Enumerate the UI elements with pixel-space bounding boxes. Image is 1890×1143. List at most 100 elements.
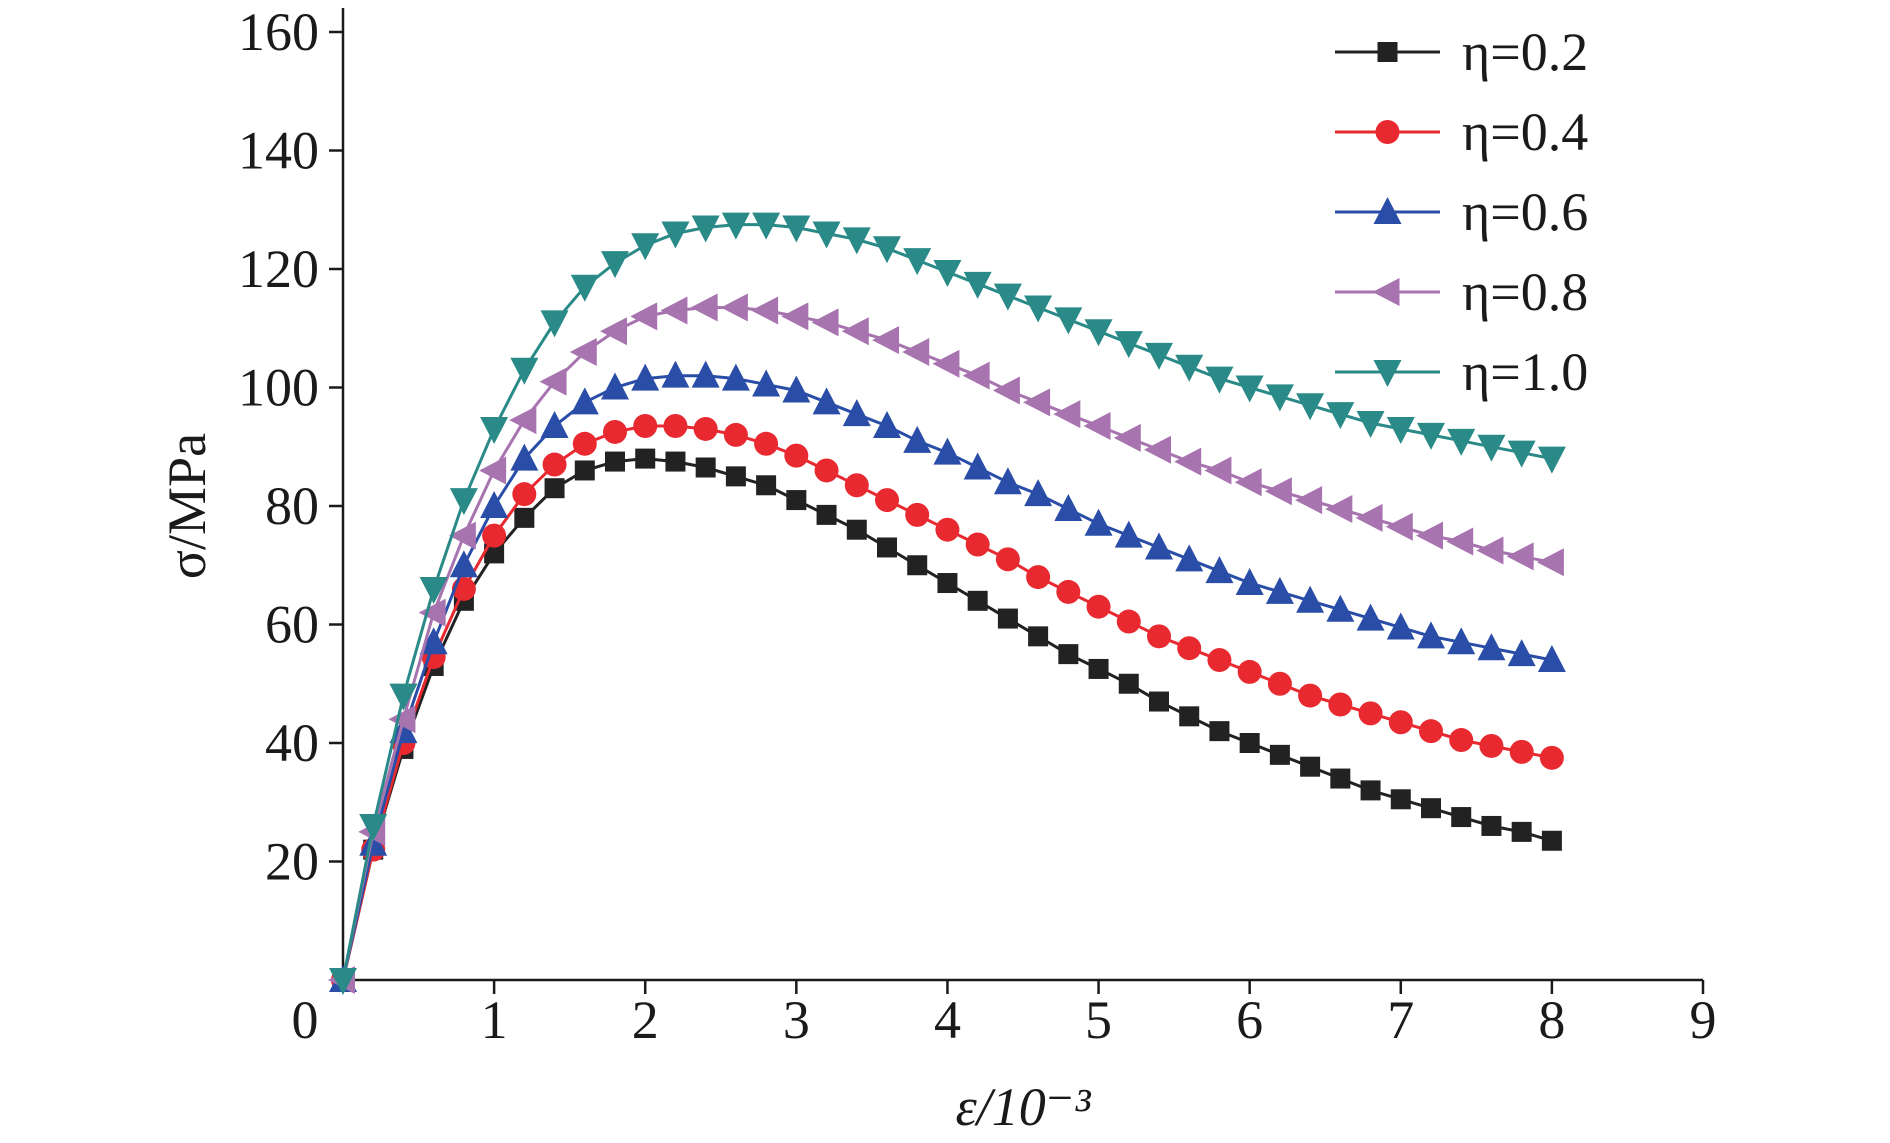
data-point	[601, 251, 629, 279]
data-point	[1269, 744, 1290, 765]
data-point	[449, 550, 478, 578]
data-point	[1328, 692, 1353, 717]
data-point	[1537, 645, 1566, 673]
data-point	[725, 466, 746, 487]
data-point	[873, 411, 901, 439]
legend-label: η=1.0	[1462, 342, 1588, 402]
data-point	[784, 443, 809, 468]
data-point	[965, 532, 990, 557]
data-point	[691, 215, 720, 243]
data-point	[449, 488, 478, 516]
data-point	[1541, 830, 1562, 851]
data-point	[1058, 644, 1079, 665]
data-point	[993, 467, 1022, 495]
y-tick-label: 140	[238, 121, 319, 181]
data-point	[1360, 780, 1381, 801]
data-point	[1205, 366, 1234, 394]
data-point	[1204, 456, 1232, 485]
series-2	[331, 414, 1564, 992]
data-point	[812, 387, 841, 415]
data-point	[1416, 521, 1443, 550]
series-line	[341, 306, 1553, 981]
legend-label: η=0.2	[1462, 22, 1588, 82]
data-point	[1118, 673, 1139, 694]
data-point	[1207, 648, 1232, 673]
axes: 0 1 2 3 4 5 6 7 8 9 20 40 60 80 100 120 140 160 ε/10⁻³ σ/MP…	[157, 2, 1717, 1137]
y-tick-label: 60	[265, 595, 319, 655]
series-4	[328, 293, 1564, 994]
data-point	[570, 274, 599, 302]
data-point	[663, 414, 688, 439]
data-point	[1449, 728, 1474, 753]
data-point	[1479, 733, 1504, 758]
data-point	[1023, 388, 1051, 417]
data-point	[389, 716, 418, 744]
data-point	[693, 416, 718, 441]
data-point	[1295, 486, 1323, 515]
series-line	[341, 223, 1553, 981]
data-point	[992, 376, 1020, 405]
data-point	[1451, 807, 1472, 828]
data-point	[691, 360, 720, 388]
data-point	[1477, 633, 1506, 661]
data-point	[1507, 639, 1536, 667]
data-point	[814, 458, 839, 483]
data-point	[1390, 789, 1411, 810]
data-point	[1481, 815, 1502, 836]
legend-label: η=0.8	[1462, 262, 1588, 322]
series-3	[329, 360, 1566, 992]
y-axis-title: σ/MPa	[157, 433, 217, 579]
data-point	[1239, 733, 1260, 753]
legend-item: η=0.4	[1335, 102, 1588, 162]
data-point	[995, 547, 1020, 572]
data-point	[756, 475, 777, 496]
data-point	[844, 473, 869, 498]
data-point	[1147, 624, 1171, 649]
data-point	[816, 504, 837, 525]
data-point	[630, 302, 658, 331]
data-point	[1326, 594, 1355, 622]
legend-item: η=0.2	[1335, 22, 1588, 82]
data-point	[752, 369, 781, 397]
data-point	[388, 705, 416, 734]
data-point	[1084, 508, 1113, 536]
data-point	[1358, 701, 1383, 726]
data-point	[1237, 659, 1262, 684]
data-point	[963, 271, 992, 299]
data-point	[1507, 440, 1536, 468]
x-tick-label: 6	[1236, 990, 1263, 1050]
data-point	[1330, 768, 1351, 789]
data-point	[1116, 609, 1141, 634]
data-point	[1114, 520, 1143, 548]
y-tick-label: 20	[265, 832, 319, 892]
legend-marker	[1377, 42, 1398, 62]
data-point	[419, 627, 448, 655]
data-point	[1028, 626, 1049, 647]
data-point	[720, 293, 748, 322]
data-point	[1265, 384, 1294, 412]
data-point	[603, 419, 627, 444]
data-point	[1476, 536, 1504, 565]
legend: η=0.2 η=0.4 η=0.6 η=0.8 η=1.0	[1335, 22, 1588, 402]
data-point	[962, 361, 990, 390]
data-point	[1235, 568, 1264, 596]
data-point	[510, 443, 539, 471]
y-tick-label: 100	[238, 358, 319, 418]
data-point	[903, 425, 932, 453]
data-point	[1386, 612, 1415, 640]
data-point	[1054, 307, 1083, 335]
data-point	[1026, 565, 1051, 590]
x-tick-label: 5	[1085, 990, 1112, 1050]
data-point	[933, 437, 962, 465]
data-point	[842, 227, 871, 255]
data-point	[1419, 719, 1443, 744]
data-point	[1509, 739, 1534, 764]
data-point	[605, 451, 625, 472]
data-point	[1209, 721, 1230, 742]
data-point	[1417, 621, 1445, 649]
legend-label: η=0.6	[1462, 182, 1588, 242]
data-point	[1296, 393, 1325, 421]
data-point	[1298, 683, 1323, 708]
data-point	[935, 517, 960, 542]
data-point	[514, 507, 535, 528]
